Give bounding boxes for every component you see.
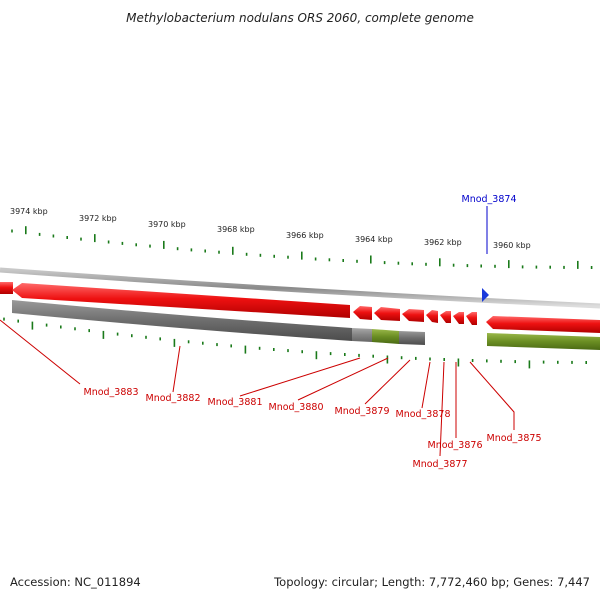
gene-arrow[interactable]	[0, 282, 13, 294]
inner-scale-ticks	[3, 317, 588, 369]
leader-line-mnod-3875	[469, 361, 515, 430]
gene-label-mnod-3876[interactable]: Mnod_3876	[428, 440, 483, 451]
cds-bar-gray[interactable]	[352, 328, 372, 342]
gene-label-mnod-3880[interactable]: Mnod_3880	[269, 402, 324, 413]
accession-text: Accession: NC_011894	[10, 575, 141, 589]
leader-line-mnod-3877	[439, 361, 445, 457]
leader-line-mnod-3882	[172, 345, 181, 393]
selected-gene-marker[interactable]	[482, 288, 489, 302]
scale-label: 3962 kbp	[424, 238, 462, 247]
gene-arrow-mnod-3881[interactable]	[353, 306, 372, 320]
gene-label-mnod-3879[interactable]: Mnod_3879	[335, 406, 390, 417]
gene-arrow-mnod-3883[interactable]	[12, 283, 350, 318]
gene-label-mnod-3883[interactable]: Mnod_3883	[84, 387, 139, 398]
gene-label-mnod-3877[interactable]: Mnod_3877	[413, 459, 468, 470]
leader-line-mnod-3880	[297, 357, 389, 401]
inner-feature-band	[12, 300, 600, 350]
gene-arrow-mnod-3879[interactable]	[402, 309, 424, 322]
scale-label: 3960 kbp	[493, 241, 531, 250]
cds-bar-gray[interactable]	[399, 331, 425, 345]
scale-labels: 3974 kbp 3972 kbp 3970 kbp 3968 kbp 3966…	[10, 207, 531, 250]
map-title: Methylobacterium nodulans ORS 2060, comp…	[126, 11, 474, 25]
scale-label: 3968 kbp	[217, 225, 255, 234]
cds-bar-olive[interactable]	[487, 333, 600, 350]
gene-label-mnod-3881[interactable]: Mnod_3881	[208, 397, 263, 408]
scale-label: 3964 kbp	[355, 235, 393, 244]
scale-label: 3974 kbp	[10, 207, 48, 216]
leader-line-mnod-3879	[364, 359, 411, 405]
cds-bar-gray[interactable]	[12, 300, 352, 341]
scale-label: 3970 kbp	[148, 220, 186, 229]
gene-arrow[interactable]	[466, 312, 477, 325]
gene-arrow-mnod-3875[interactable]	[486, 316, 600, 333]
gene-label-mnod-3875[interactable]: Mnod_3875	[487, 433, 542, 444]
gene-leader-lines	[0, 319, 515, 457]
leader-line-mnod-3883	[0, 319, 81, 385]
gene-arrow-mnod-3876[interactable]	[453, 312, 464, 324]
leader-line-mnod-3881	[239, 357, 361, 397]
gene-labels: Mnod_3883 Mnod_3882 Mnod_3881 Mnod_3880 …	[84, 387, 542, 470]
outer-scale-ticks	[11, 226, 593, 269]
leader-line-mnod-3878	[421, 361, 431, 409]
gene-label-mnod-3874[interactable]: Mnod_3874	[462, 194, 517, 205]
forward-strand-genes	[0, 282, 600, 333]
scale-label: 3966 kbp	[286, 231, 324, 240]
gene-arrow-mnod-3880[interactable]	[374, 307, 400, 321]
gene-arrow-mnod-3877[interactable]	[440, 311, 451, 323]
genome-backbone	[0, 267, 600, 309]
scale-label: 3972 kbp	[79, 214, 117, 223]
gene-arrow-mnod-3878[interactable]	[426, 310, 438, 323]
gene-label-mnod-3878[interactable]: Mnod_3878	[396, 409, 451, 420]
cds-bar-olive[interactable]	[372, 329, 399, 344]
gene-label-mnod-3882[interactable]: Mnod_3882	[146, 393, 201, 404]
genome-summary-text: Topology: circular; Length: 7,772,460 bp…	[273, 575, 590, 589]
